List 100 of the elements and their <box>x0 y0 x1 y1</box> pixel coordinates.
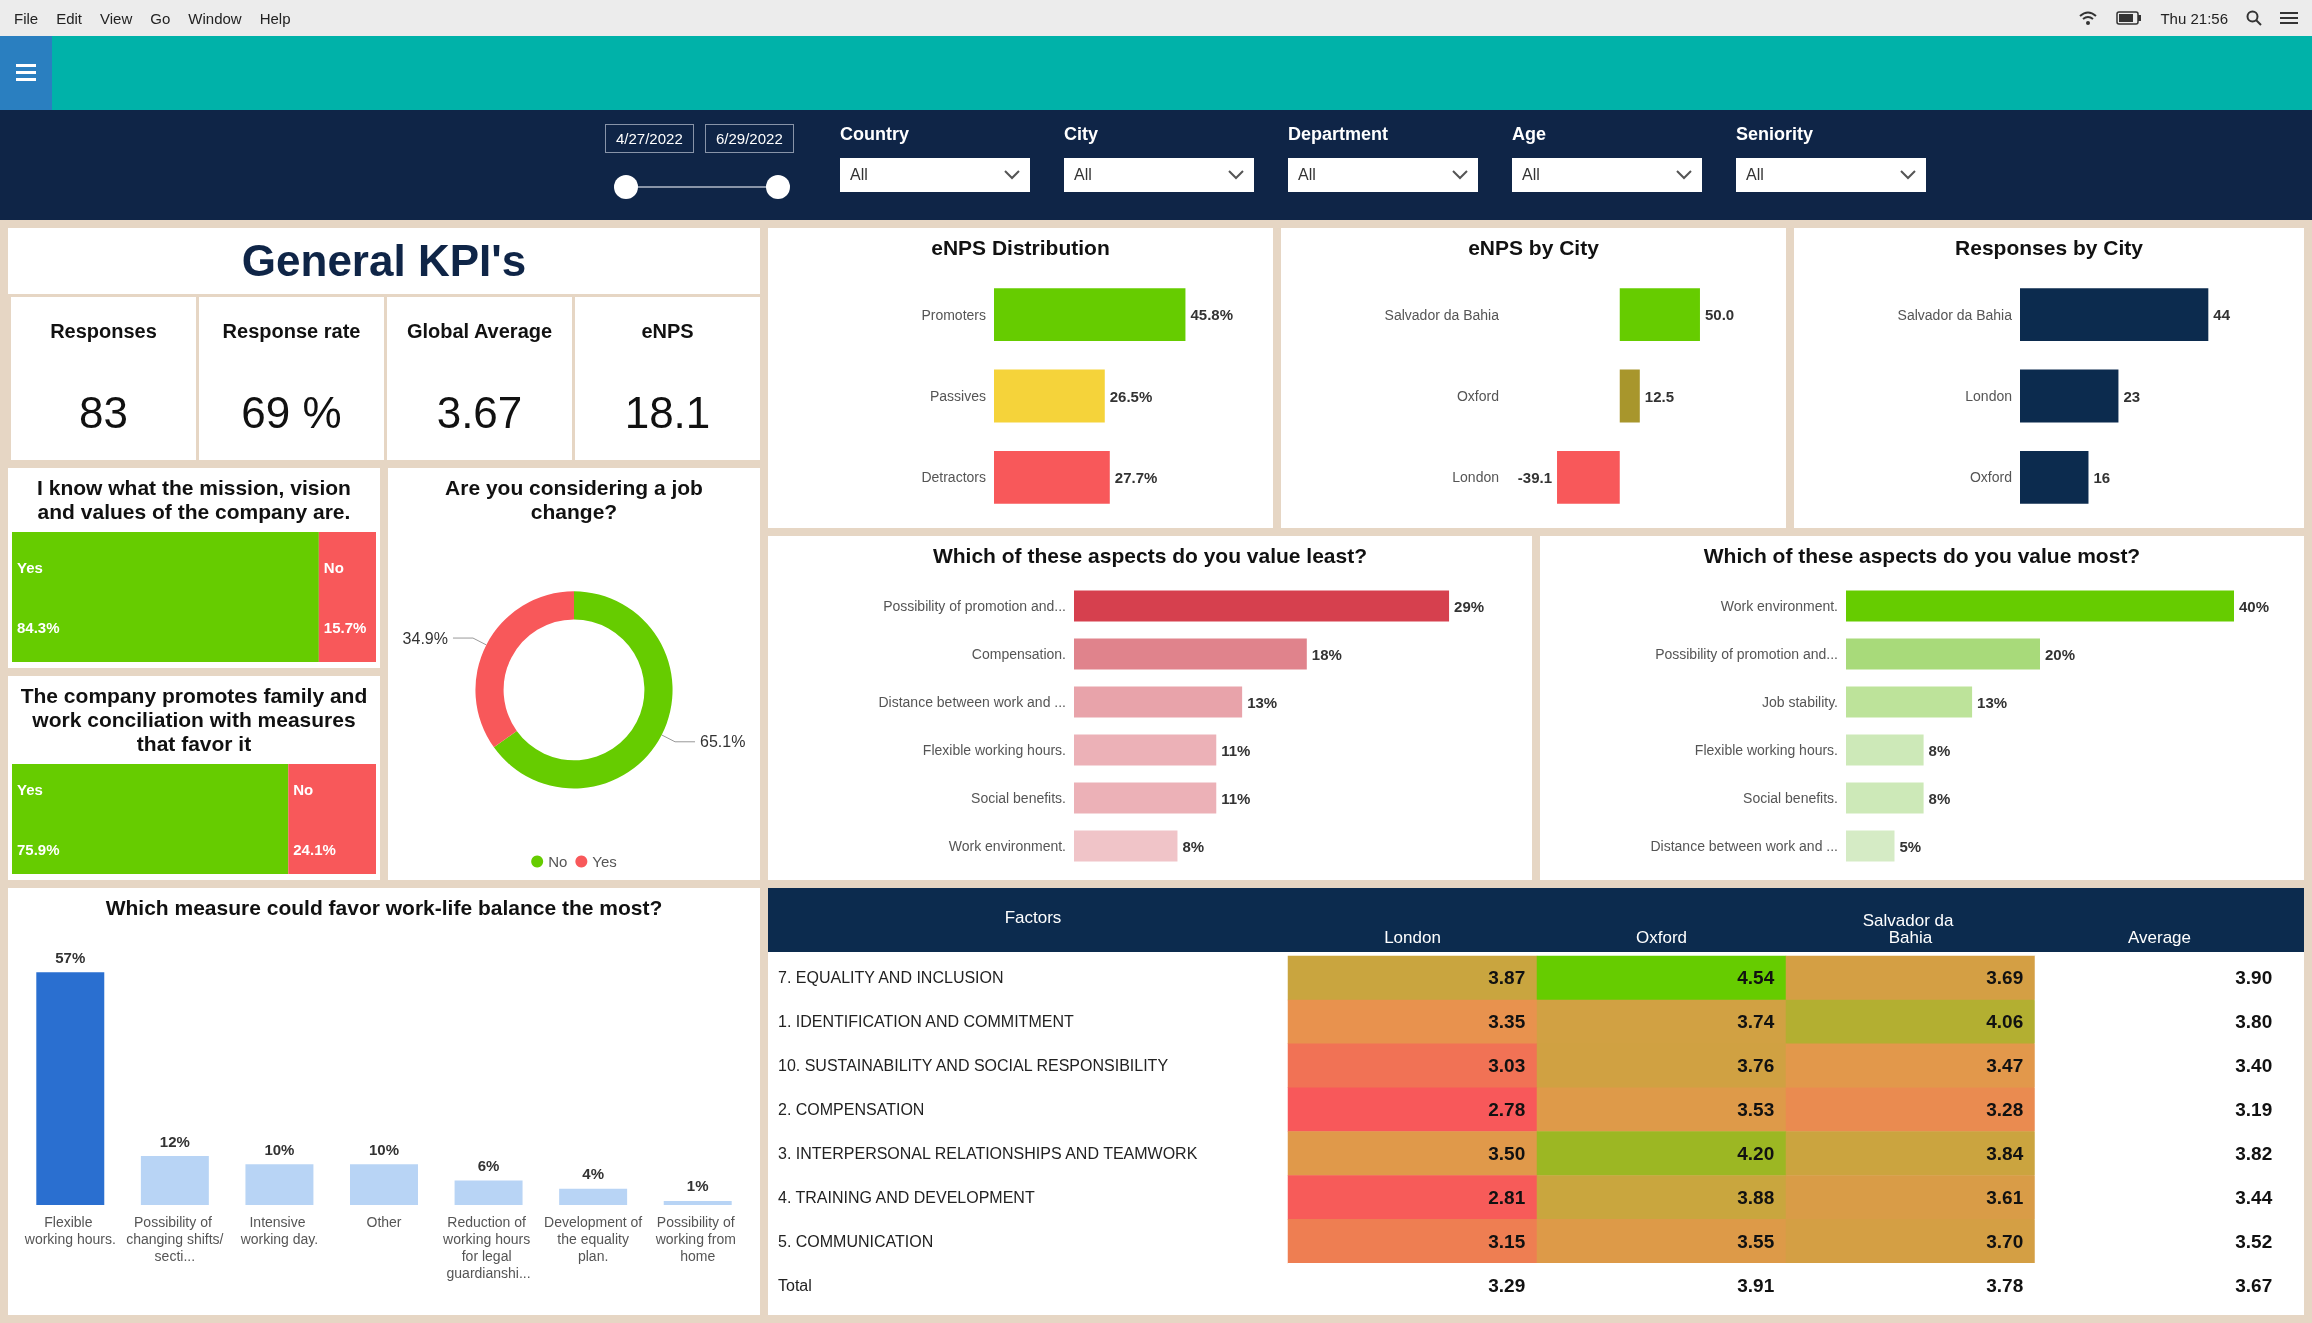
text: File <box>14 9 39 27</box>
data-label: 3.53 <box>1737 1099 1775 1121</box>
data-label: 3.70 <box>1986 1230 2024 1252</box>
data-label: 3.19 <box>2235 1099 2273 1121</box>
y-tick-label: Job stability. <box>1762 694 1838 710</box>
y-tick-label: 2. COMPENSATION <box>778 1101 925 1119</box>
chart-title: The company promotes family and work conciliation with measures that favor it <box>19 683 369 757</box>
y-tick-label: Social benefits. <box>971 790 1066 806</box>
data-label: 12.5 <box>1644 387 1674 405</box>
bar <box>1846 686 1973 718</box>
chart-title: Which measure could favor work-life balance the most? <box>104 895 664 921</box>
text: 18.1 <box>624 387 711 438</box>
data-label: 15.7% <box>323 618 367 636</box>
data-label: 8% <box>1182 837 1205 855</box>
data-label: 2.81 <box>1488 1186 1526 1208</box>
text: 83 <box>79 387 128 438</box>
data-label: 11% <box>1221 741 1251 759</box>
text: Help <box>259 9 291 27</box>
data-label: 84.3% <box>17 618 60 636</box>
y-tick-label: Flexible working hours. <box>922 742 1066 758</box>
data-label: 10% <box>368 1140 400 1158</box>
text: eNPS <box>641 319 694 343</box>
bar <box>1846 590 2234 622</box>
x-tick-label: Intensive working day. <box>239 1213 319 1247</box>
text: All <box>1298 166 1316 184</box>
bar <box>1846 830 1895 862</box>
data-label: 3.88 <box>1737 1186 1775 1208</box>
data-label: 65.1% <box>700 733 746 751</box>
data-label: 3.55 <box>1737 1230 1775 1252</box>
y-tick-label: Detractors <box>921 469 986 486</box>
y-tick-label: Work environment. <box>1720 598 1838 614</box>
x-tick-label: London <box>1384 928 1441 947</box>
y-tick-label: Possibility of promotion and... <box>883 598 1066 614</box>
chart-title: I know what the mission, vision and values of the company are. <box>36 475 352 525</box>
text: Thu 21:56 <box>2160 9 2228 27</box>
text: Window <box>188 9 242 27</box>
text: 6/29/2022 <box>705 124 794 153</box>
data-label: 3.80 <box>2235 1011 2273 1033</box>
y-tick-label: Compensation. <box>971 646 1066 662</box>
bar <box>1846 638 2040 670</box>
text: Age <box>1512 124 1547 145</box>
data-label: 2.78 <box>1488 1099 1526 1121</box>
y-tick-label: 1. IDENTIFICATION AND COMMITMENT <box>778 1013 1074 1031</box>
data-label: 6% <box>477 1157 500 1174</box>
data-label: 23 <box>2123 387 2141 405</box>
bar <box>245 1164 314 1205</box>
bar <box>36 972 105 1205</box>
data-label: 45.8% <box>1190 306 1233 324</box>
data-label: 3.35 <box>1488 1011 1526 1033</box>
text: Edit <box>56 9 83 27</box>
text: 3.67 <box>436 387 523 438</box>
data-label: 8% <box>1928 789 1951 807</box>
data-label: 3.76 <box>1737 1055 1775 1077</box>
text: 69 % <box>241 387 342 438</box>
chart-title: Responses by City <box>1954 235 2144 261</box>
y-tick-label: Salvador da Bahia <box>1897 306 2013 323</box>
y-tick-label: Distance between work and ... <box>878 694 1066 710</box>
data-label: 10% <box>264 1140 295 1158</box>
data-label: 57% <box>55 948 86 966</box>
data-label: 3.47 <box>1986 1055 2024 1077</box>
y-tick-label: Flexible working hours. <box>1694 742 1838 758</box>
x-tick-label: Development of the equality plan. <box>544 1213 643 1264</box>
y-tick-label: 10. SUSTAINABILITY AND SOCIAL RESPONSIBILITY <box>778 1057 1169 1075</box>
data-label: 40% <box>2239 597 2270 615</box>
text: Department <box>1288 124 1389 145</box>
data-label: 34.9% <box>402 629 448 647</box>
text: Response rate <box>222 319 361 343</box>
data-label: 4.20 <box>1737 1142 1775 1164</box>
data-label: 50.0 <box>1704 306 1735 324</box>
data-label: 3.61 <box>1986 1186 2024 1208</box>
text: All <box>1746 166 1764 184</box>
data-label: 5% <box>1899 837 1922 855</box>
series-label: No <box>323 558 344 576</box>
bar <box>350 1164 418 1205</box>
data-label: 13% <box>1977 693 2008 711</box>
x-tick-label: Possibility of changing shifts/secti... <box>126 1213 224 1264</box>
x-tick-label: Possibility of working from home <box>654 1213 740 1264</box>
y-tick-label: 3. INTERPERSONAL RELATIONSHIPS AND TEAMWORK <box>778 1144 1198 1162</box>
data-label: 3.44 <box>2235 1186 2273 1208</box>
data-label: 3.84 <box>1986 1142 2024 1164</box>
y-tick-label: London <box>1965 388 2012 404</box>
series-label: Yes <box>17 780 43 798</box>
data-label: 4% <box>582 1165 604 1183</box>
data-label: 11% <box>1221 789 1251 807</box>
bar <box>454 1180 523 1205</box>
y-tick-label: 5. COMMUNICATION <box>778 1232 934 1250</box>
y-tick-label: Promoters <box>921 306 986 323</box>
y-tick-label: Oxford <box>1456 388 1499 404</box>
data-label: -39.1 <box>1517 468 1553 486</box>
data-label: 75.9% <box>17 840 60 858</box>
data-label: 29% <box>1454 597 1485 615</box>
y-axis-title: Factors <box>1004 908 1062 927</box>
text: Go <box>150 9 171 27</box>
data-label: 3.50 <box>1488 1142 1526 1164</box>
x-tick-label: Reduction of working hours for legal guardianshi... <box>442 1213 535 1281</box>
bar <box>1074 686 1243 718</box>
series-label: Yes <box>17 558 43 576</box>
chart-title: Are you considering a job change? <box>444 475 704 525</box>
data-label: 3.87 <box>1488 967 1526 989</box>
y-tick-label: Oxford <box>1969 469 2012 486</box>
